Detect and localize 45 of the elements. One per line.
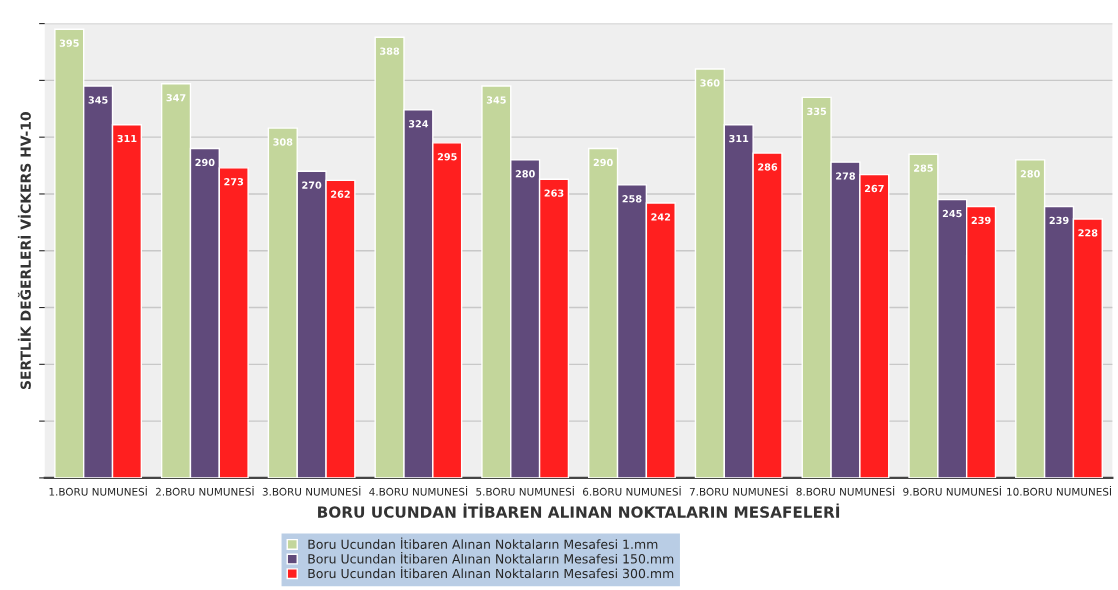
x-tick-label: 5.BORU NUMUNESİ xyxy=(476,486,574,496)
data-label: 335 xyxy=(807,107,827,115)
data-label: 228 xyxy=(1078,229,1098,237)
x-tick-label: 9.BORU NUMUNESİ xyxy=(903,486,1001,496)
x-tick-label: 1.BORU NUMUNESİ xyxy=(49,486,147,496)
x-tick-label: 2.BORU NUMUNESİ xyxy=(155,486,254,496)
data-label: 280 xyxy=(1020,170,1040,178)
data-label: 262 xyxy=(331,190,350,198)
data-label: 290 xyxy=(593,158,613,167)
data-label: 388 xyxy=(380,47,400,55)
data-label: 273 xyxy=(224,178,244,186)
data-label: 345 xyxy=(88,96,108,104)
data-label: 239 xyxy=(971,216,991,225)
legend-label: Boru Ucundan İtibaren Alınan Noktaların Mesafesi 300.mm xyxy=(308,566,674,579)
data-label: 295 xyxy=(437,153,457,161)
data-label: 311 xyxy=(729,134,749,143)
legend-label: Boru Ucundan İtibaren Alınan Noktaların Mesafesi 1.mm xyxy=(308,537,658,549)
data-label: 263 xyxy=(544,189,564,197)
x-tick-label: 4.BORU NUMUNESİ xyxy=(369,486,468,496)
x-tick-label: 6.BORU NUMUNESİ xyxy=(583,486,681,496)
x-tick-label: 8.BORU NUMUNESİ xyxy=(796,486,895,496)
x-tick-label: 10.BORU NUMUNESİ xyxy=(1007,486,1111,496)
data-label: 239 xyxy=(1049,216,1069,225)
y-axis-title: SERTLİK DEĞERLERİ VİCKERS HV-10 xyxy=(17,112,31,390)
data-label: 270 xyxy=(302,181,322,189)
data-label: 278 xyxy=(836,172,856,180)
data-label: 395 xyxy=(59,39,79,47)
data-label: 324 xyxy=(408,120,429,128)
x-axis-title: BORU UCUNDAN İTİBAREN ALINAN NOKTALARIN MESAFELERİ xyxy=(318,503,840,518)
data-label: 280 xyxy=(515,170,535,178)
data-label: 242 xyxy=(651,213,671,221)
x-tick-label: 7.BORU NUMUNESİ xyxy=(689,486,788,496)
data-label: 311 xyxy=(117,134,137,143)
data-label: 285 xyxy=(914,164,933,172)
data-label: 245 xyxy=(942,209,962,218)
data-label: 286 xyxy=(758,163,778,171)
data-label: 360 xyxy=(700,79,720,87)
data-label: 347 xyxy=(166,94,186,102)
legend-label: Boru Ucundan İtibaren Alınan Noktaların Mesafesi 150.mm xyxy=(308,552,674,564)
data-label: 345 xyxy=(486,96,506,104)
data-label: 290 xyxy=(195,158,215,167)
data-label: 258 xyxy=(622,195,642,203)
data-label: 308 xyxy=(273,138,293,146)
data-label: 267 xyxy=(864,184,884,193)
x-tick-label: 3.BORU NUMUNESİ xyxy=(262,486,361,496)
